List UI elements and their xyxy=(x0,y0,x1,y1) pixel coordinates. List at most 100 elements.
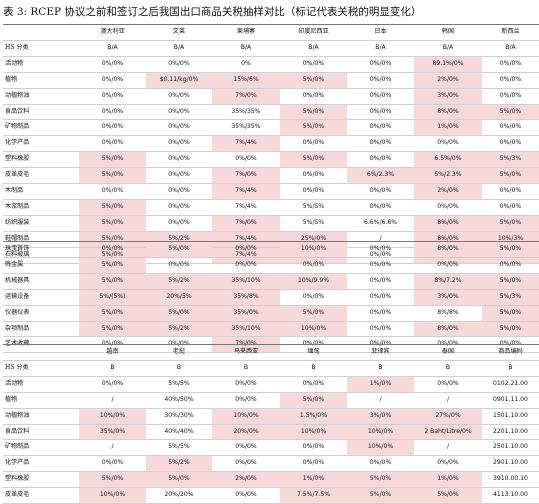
table-cell: 0%/0% xyxy=(302,459,325,467)
table-cell: 0%/0% xyxy=(499,91,522,99)
table-cell: 5%/2% xyxy=(146,321,212,337)
table-cell: B/A xyxy=(173,43,185,51)
table-cell: 8%/0% xyxy=(414,321,482,337)
table-cell: 0%/0% xyxy=(101,245,124,252)
table-cell: 0%/0% xyxy=(168,123,190,131)
table-cell: 10%/0% xyxy=(280,424,347,440)
table-cell: 3%/0% xyxy=(347,408,414,425)
table-cell: 0%/0% xyxy=(437,379,459,387)
table-cell: 5%/0% xyxy=(482,273,539,290)
table-cell: 0%/0% xyxy=(499,187,522,195)
table-row: 珠宝首饰 0%/0% 5%/0% 0%/0% 10%/0% 0%/0% 8%/0% 5%/0% xyxy=(3,241,539,258)
table-cell: 5%/0% xyxy=(146,471,212,488)
table-cell: B xyxy=(110,363,115,371)
table-cell: 0102.21.00 xyxy=(493,379,528,387)
table-cell: 0%/0% xyxy=(369,75,392,83)
table-cell: 5%/0% xyxy=(482,321,539,337)
table-cell: 6.6%/6.6% xyxy=(363,218,398,226)
table-cell: 7%/4% xyxy=(212,135,280,152)
table-cell: 20%/0% xyxy=(212,424,280,440)
column-header: 马来西亚 xyxy=(233,348,259,355)
table-cell: 0%/0% xyxy=(499,260,522,268)
table-cell: 40%/50% xyxy=(164,395,194,403)
table-row: 食品饮料 0%/0% 0%/0% 35%/35% 5%/0% 0%/0% 8%/0% 5%/0… xyxy=(3,104,539,120)
table-cell: B/A xyxy=(505,43,516,51)
header-row: 越南 老挝 马来西亚 缅甸 菲律宾 泰国 商品编码 xyxy=(3,344,539,361)
table-cell: 0%/0% xyxy=(235,395,257,403)
table-cell: 0%/0% xyxy=(369,107,392,115)
table-cell: 5%/0% xyxy=(79,305,146,322)
table-row: 矿物制品 / 5%/5% 0%/0% 0%/0% 10%/0% / 2501.10.00 xyxy=(3,439,539,456)
table-cell: / xyxy=(111,395,114,403)
table-cell: 0%/0% xyxy=(499,123,522,131)
table-cell: 0%/0% xyxy=(168,260,190,268)
table-cell: 5%/5% xyxy=(302,202,325,210)
row-label: 艺术收藏 xyxy=(5,340,30,348)
table-row: 木制品 0%/0% 0%/0% 7%/4% 0%/0% 0%/0% 2%/0% 0%/0% xyxy=(3,183,539,200)
table-cell: 0%/0% xyxy=(369,91,392,99)
table-cell: 35%/10% xyxy=(212,273,280,290)
table-cell: 15%/6% xyxy=(212,72,280,89)
column-header: 澳大利亚 xyxy=(100,28,125,35)
row-label: HS 分类 xyxy=(5,43,29,51)
table-cell: 0%/0% xyxy=(369,59,392,67)
table-cell: 1501.10.00 xyxy=(493,411,528,419)
row-label: 矿物制品 xyxy=(5,123,30,131)
row-label: 动植物油 xyxy=(5,411,30,419)
table-cell: 0%/0% xyxy=(235,155,257,163)
table-cell: 0%/0% xyxy=(369,276,392,284)
table-cell: 0%/0% xyxy=(302,171,325,179)
table-cell: 0%/0% xyxy=(101,459,124,467)
row-label: 活动物 xyxy=(5,59,24,67)
column-header: 柬埔寨 xyxy=(236,28,256,35)
table-cell: 5%/0% xyxy=(79,321,146,337)
table-cell: 1.5%/0% xyxy=(280,408,347,425)
table-cell: 0%/0% xyxy=(437,260,459,268)
row-label: 塑料橡胶 xyxy=(5,155,30,163)
tariff-table-middle: 珠宝首饰 0%/0% 5%/0% 0%/0% 10%/0% 0%/0% 8%/0% 5%/0%… xyxy=(3,241,539,353)
table-cell: 0%/0% xyxy=(302,187,325,195)
column-header: 韩国 xyxy=(441,28,455,35)
table-cell: 6.5%/0% xyxy=(414,151,482,168)
table-row: 植物 / 40%/50% 0%/0% 5%/0% / / 0901.11.00 xyxy=(3,392,539,409)
table-cell: 5%/0% xyxy=(482,241,539,258)
table-cell: 4113.10.00 xyxy=(493,491,528,499)
row-label: HS 分类 xyxy=(5,363,29,371)
row-label: 活动物 xyxy=(5,379,24,387)
table-cell: B/A xyxy=(375,43,386,51)
table-cell: 5%/0% xyxy=(482,104,539,120)
row-label: 化学产品 xyxy=(5,459,30,467)
table-cell: 0%/0% xyxy=(369,202,392,210)
table-cell: 0%/0% xyxy=(302,443,325,451)
table-cell: 1%/0% xyxy=(414,119,482,136)
table-cell: 2201.10.00 xyxy=(493,427,528,435)
table-cell: 8%/0% xyxy=(414,104,482,120)
row-label: 植物 xyxy=(5,395,18,403)
table-cell: 10%/9.9% xyxy=(280,273,347,290)
table-cell: 7%/4% xyxy=(212,247,280,264)
table-cell: 3910.00.10 xyxy=(493,475,528,483)
table-cell: B xyxy=(176,363,182,371)
table-cell: 0%/0% xyxy=(101,379,124,387)
table-cell: 5%/3% xyxy=(482,151,539,168)
table-cell: 0%/0% xyxy=(235,260,257,268)
table-cell: 0901.11.00 xyxy=(493,395,528,403)
table-cell: 0%/0% xyxy=(369,308,392,316)
table-cell: 0%/0% xyxy=(369,245,392,252)
table-cell: 35%/10% xyxy=(212,321,280,337)
table-cell: 0%/0% xyxy=(437,139,459,147)
row-label: 木浆制品 xyxy=(5,202,30,210)
table-cell: B xyxy=(445,363,451,371)
table-row: 动植物油 0%/0% 0%/0% 7%/0% 0%/0% 0%/0% 3%/0% 0%/0% xyxy=(3,88,539,105)
table-cell: 0%/0% xyxy=(499,340,522,348)
row-label: 运输设备 xyxy=(5,292,30,300)
column-header: 印度尼西亚 xyxy=(298,28,329,35)
table-cell: 0%/0% xyxy=(437,202,459,210)
table-cell: B/A xyxy=(107,43,118,51)
table-row: 塑料橡胶 5%/0% 0%/0% 0%/0% 5%/0% 0%/0% 6.5%/0% 5%/3… xyxy=(3,151,539,168)
table-cell: 5%/0% xyxy=(280,104,347,120)
table-row: 仪器仪表 5%/0% 5%/0% 35%/0% 5%/0% 0%/0% 8%/8% 5%/0% xyxy=(3,305,539,322)
table-cell: 8%/8% xyxy=(437,308,459,316)
column-header: 文莱 xyxy=(172,28,186,35)
table-cell: 0%/0% xyxy=(302,340,325,348)
